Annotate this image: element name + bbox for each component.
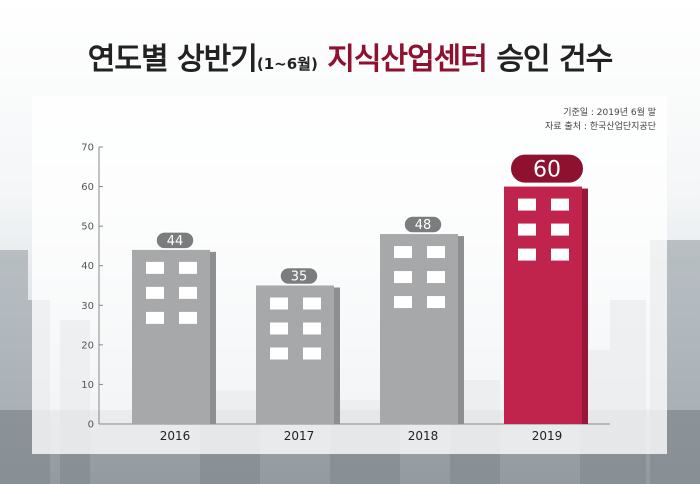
building-window: [146, 311, 164, 324]
data-label: 44: [167, 234, 184, 249]
title-part-4: 승인 건수: [496, 42, 613, 77]
y-tick-label: 0: [88, 420, 94, 431]
bar-group: 44 2016: [132, 231, 216, 443]
bar-side: [334, 287, 340, 424]
building-window: [270, 347, 288, 360]
chart-title: 연도별 상반기(1~6월) 지식산업센터 승인 건수: [0, 34, 700, 78]
bar-side: [210, 251, 216, 424]
bar-side: [458, 236, 464, 424]
value-badge: [509, 152, 585, 185]
building-window: [303, 322, 321, 335]
building-window: [303, 297, 321, 310]
data-label: 35: [291, 270, 308, 285]
building-window: [427, 246, 445, 259]
bar: [256, 285, 334, 424]
x-tick-label: 2018: [408, 429, 439, 443]
value-badge: [155, 231, 195, 250]
x-tick-label: 2017: [284, 429, 315, 443]
source-note: 기준일 : 2019년 6월 말 자료 출처 : 한국산업단지공단: [545, 106, 656, 134]
bar: [504, 186, 582, 424]
building-window: [518, 198, 536, 211]
bar-side: [582, 188, 588, 424]
value-badge: [279, 266, 319, 286]
building-window: [394, 246, 412, 259]
building-window: [427, 271, 445, 284]
building-window: [551, 223, 569, 236]
y-tick-label: 40: [81, 261, 94, 272]
building-window: [146, 286, 164, 299]
building-window: [270, 322, 288, 335]
building-window: [551, 198, 569, 211]
building-window: [146, 261, 164, 274]
building-window: [303, 347, 321, 360]
building-window: [179, 286, 197, 299]
x-tick-label: 2016: [160, 429, 191, 443]
value-badge: [403, 215, 443, 234]
y-tick-label: 60: [81, 182, 94, 193]
title-part-1: 연도별 상반기: [87, 42, 258, 77]
title-highlight: 지식산업센터: [327, 42, 488, 77]
building-window: [394, 271, 412, 284]
bar-group: 60 2019: [504, 152, 588, 443]
source-date: 기준일 : 2019년 6월 말: [563, 108, 656, 118]
building-window: [551, 248, 569, 261]
building-window: [270, 297, 288, 310]
building-window: [518, 248, 536, 261]
bar-group: 35 2017: [256, 266, 340, 443]
bar: [132, 249, 210, 424]
y-tick-label: 30: [81, 301, 94, 312]
building-window: [179, 311, 197, 324]
x-tick-label: 2019: [532, 429, 563, 443]
building-window: [427, 296, 445, 309]
building-window: [179, 261, 197, 274]
building-window: [518, 223, 536, 236]
y-tick-label: 10: [81, 380, 94, 391]
source-origin: 자료 출처 : 한국산업단지공단: [545, 122, 656, 132]
data-label: 48: [415, 218, 432, 233]
y-tick-label: 50: [81, 222, 94, 233]
data-label: 60: [533, 158, 561, 183]
building-window: [394, 296, 412, 309]
y-tick-label: 20: [81, 340, 94, 351]
title-part-2: (1~6월): [256, 55, 318, 73]
y-tick-label: 70: [81, 143, 94, 154]
bar: [380, 234, 458, 424]
bar-group: 48 2018: [380, 215, 464, 443]
